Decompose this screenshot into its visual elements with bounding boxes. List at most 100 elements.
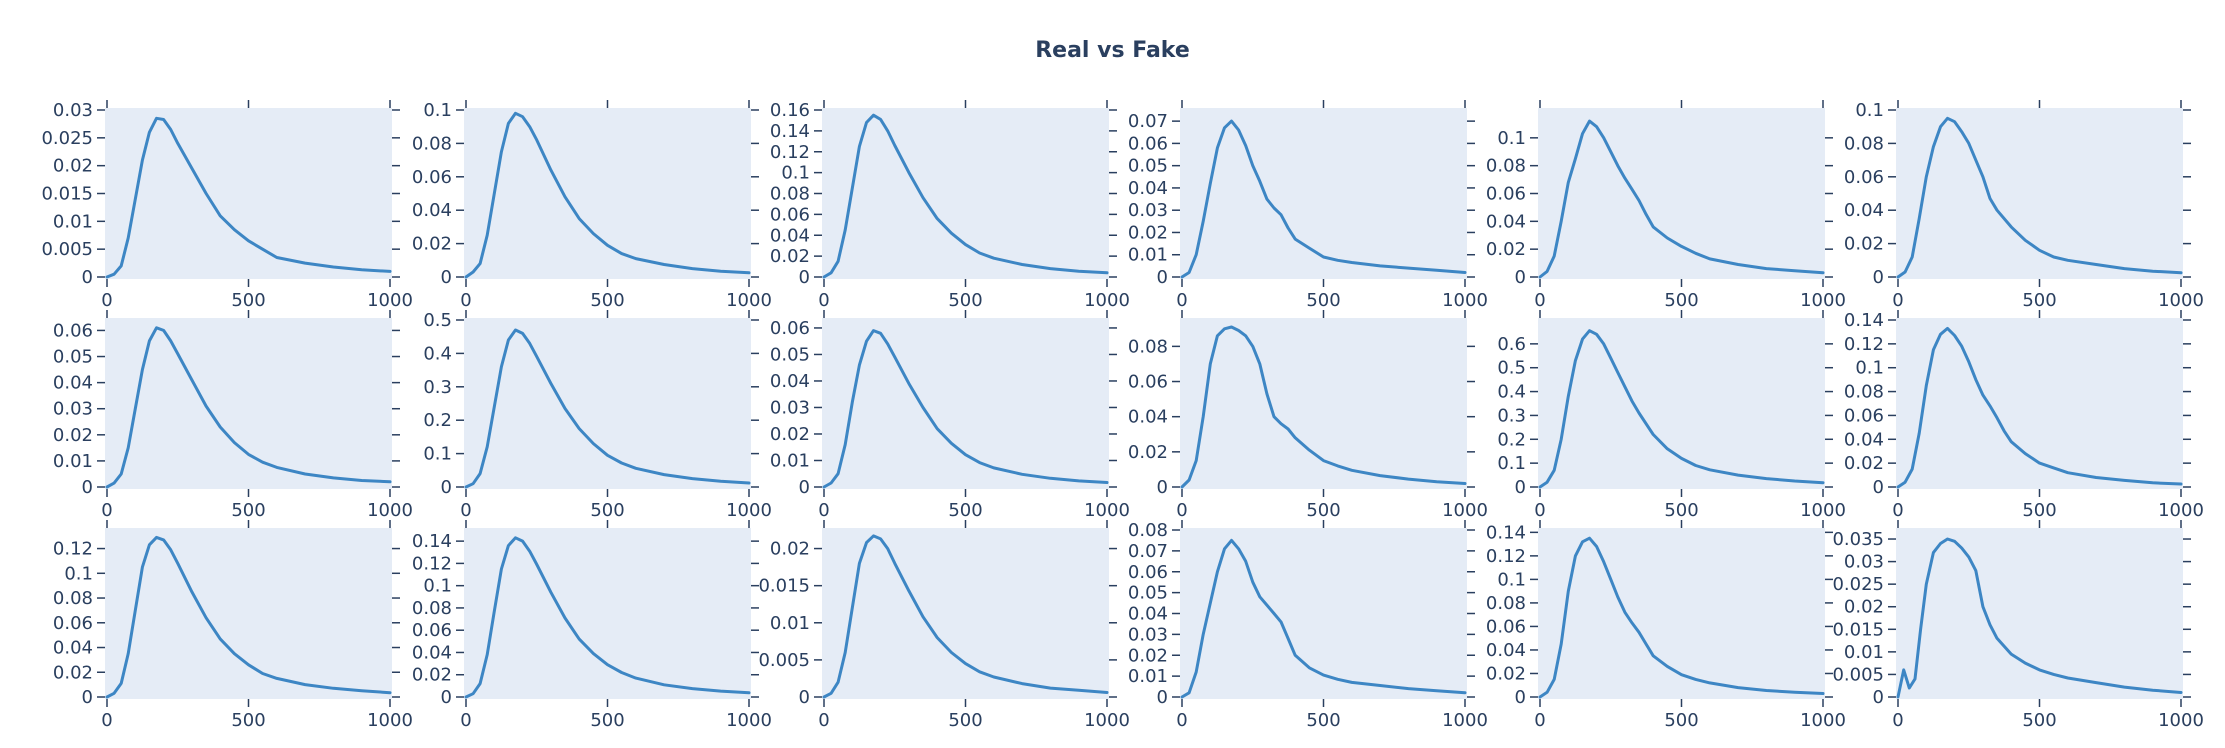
y-tick-label: 0.1 <box>781 163 810 184</box>
x-tick-label: 0 <box>460 500 471 521</box>
x-tick-label: 500 <box>1306 290 1340 311</box>
y-tick-label: 0.1 <box>1855 100 1884 121</box>
x-tick-label: 0 <box>101 290 112 311</box>
y-tick-label: 0.04 <box>770 225 810 246</box>
y-tick-label: 0.04 <box>53 638 93 659</box>
x-tick-label: 500 <box>231 710 265 731</box>
y-tick-label: 0.01 <box>53 451 93 472</box>
y-tick-label: 0.02 <box>412 665 452 686</box>
plot-area <box>1896 318 2183 489</box>
y-tick-label: 0 <box>1873 687 1884 708</box>
y-tick-label: 0.04 <box>1128 178 1168 199</box>
y-tick-label: 0.12 <box>1844 334 1884 355</box>
subplot-11: 0 0.1 0.2 0.30.4 0.5 0.6 0 500 1000 <box>1497 310 1846 521</box>
plot-area <box>1896 528 2183 699</box>
series-line <box>1180 538 1467 699</box>
x-tick-label: 1000 <box>726 290 772 311</box>
y-tick-label: 0.06 <box>53 320 93 341</box>
subplot-6: 0 0.02 0.04 0.06 0.08 0.1 0 500 1000 <box>1844 100 2204 311</box>
x-tick-label: 1000 <box>1442 710 1488 731</box>
y-tick-label: 0.12 <box>1486 546 1526 567</box>
chart-title: Real vs Fake <box>1035 38 1190 63</box>
series-line <box>1896 537 2183 699</box>
y-tick-label: 0.2 <box>1497 429 1526 450</box>
x-tick-label: 0 <box>818 500 829 521</box>
x-tick-label: 0 <box>101 500 112 521</box>
x-tick-label: 500 <box>2022 500 2056 521</box>
y-tick-label: 0 <box>799 687 810 708</box>
y-tick-label: 0.06 <box>770 204 810 225</box>
plot-area <box>1538 528 1825 699</box>
y-tick-label: 0.08 <box>1486 156 1526 177</box>
y-tick-label: 0.12 <box>412 553 452 574</box>
y-tick-label: 0 <box>441 687 452 708</box>
y-tick-label: 0 <box>1157 267 1168 288</box>
y-tick-label: 0.1 <box>64 563 93 584</box>
y-tick-label: 0.04 <box>53 373 93 394</box>
y-tick-label: 0.04 <box>1128 604 1168 625</box>
x-tick-label: 500 <box>948 500 982 521</box>
y-tick-label: 0.02 <box>53 156 93 177</box>
y-tick-label: 0 <box>1515 267 1526 288</box>
y-tick-label: 0 <box>82 477 93 498</box>
x-tick-label: 0 <box>1534 290 1545 311</box>
y-tick-label: 0 <box>799 477 810 498</box>
y-tick-label: 0 <box>1515 687 1526 708</box>
x-tick-label: 500 <box>231 290 265 311</box>
y-tick-label: 0.06 <box>770 318 810 339</box>
series-line <box>464 111 751 279</box>
y-tick-label: 0.1 <box>423 444 452 465</box>
plot-area <box>464 528 751 699</box>
y-tick-label: 0.14 <box>1844 310 1884 331</box>
plot-area <box>822 108 1109 279</box>
y-tick-label: 0.04 <box>1844 200 1884 221</box>
subplot-14: 00.020.040.060.080.10.120.140 500 1000 <box>412 520 772 731</box>
y-tick-label: 0.02 <box>53 425 93 446</box>
subplot-9: 0 0.01 0.02 0.03 0.04 0.05 0.06 0 500 1000 <box>770 310 1130 521</box>
x-tick-label: 500 <box>2022 710 2056 731</box>
y-tick-label: 0.03 <box>770 397 810 418</box>
y-tick-label: 0.06 <box>1128 133 1168 154</box>
x-tick-label: 1000 <box>367 500 413 521</box>
y-tick-label: 0.06 <box>1128 562 1168 583</box>
y-tick-label: 0.03 <box>53 100 93 121</box>
y-tick-label: 0.02 <box>412 234 452 255</box>
x-tick-label: 0 <box>1176 500 1187 521</box>
series-line <box>1538 329 1825 489</box>
y-tick-label: 0.05 <box>770 344 810 365</box>
plot-area <box>105 318 392 489</box>
y-tick-label: 0.05 <box>53 347 93 368</box>
y-tick-label: 0.05 <box>1128 156 1168 177</box>
y-tick-label: 0.1 <box>1497 569 1526 590</box>
y-tick-label: 0.06 <box>53 613 93 634</box>
subplot-3: 00.020.040.060.080.10.120.140.160 500 1000 <box>770 100 1130 311</box>
y-tick-label: 0.08 <box>53 588 93 609</box>
y-tick-label: 0.01 <box>770 450 810 471</box>
y-tick-label: 0.02 <box>1486 239 1526 260</box>
series-line <box>464 536 751 699</box>
y-tick-label: 0.04 <box>412 642 452 663</box>
y-tick-label: 0.14 <box>1486 522 1526 543</box>
series-line <box>1896 116 2183 279</box>
y-tick-label: 0.015 <box>1832 619 1884 640</box>
plot-area <box>105 528 392 699</box>
series-line <box>105 535 392 699</box>
y-tick-label: 0.06 <box>1844 405 1884 426</box>
y-tick-label: 0.06 <box>1486 184 1526 205</box>
x-tick-label: 0 <box>1176 710 1187 731</box>
y-tick-label: 0.005 <box>41 239 93 260</box>
y-tick-label: 0.06 <box>1128 372 1168 393</box>
y-tick-label: 0.01 <box>53 211 93 232</box>
subplot-13: 0 0.02 0.04 0.06 0.08 0.1 0.12 0 500 1000 <box>53 520 413 731</box>
y-tick-label: 0.04 <box>1486 211 1526 232</box>
y-tick-label: 0.08 <box>1844 382 1884 403</box>
subplot-16: 00.010.020.030.040.050.060.070.080 500 100… <box>1128 520 1488 731</box>
x-tick-label: 500 <box>1306 710 1340 731</box>
y-tick-label: 0.02 <box>770 424 810 445</box>
y-tick-label: 0.025 <box>1832 574 1884 595</box>
x-tick-label: 500 <box>1664 290 1698 311</box>
x-tick-label: 1000 <box>2158 500 2204 521</box>
y-tick-label: 0.04 <box>1844 429 1884 450</box>
y-tick-label: 0.14 <box>770 121 810 142</box>
